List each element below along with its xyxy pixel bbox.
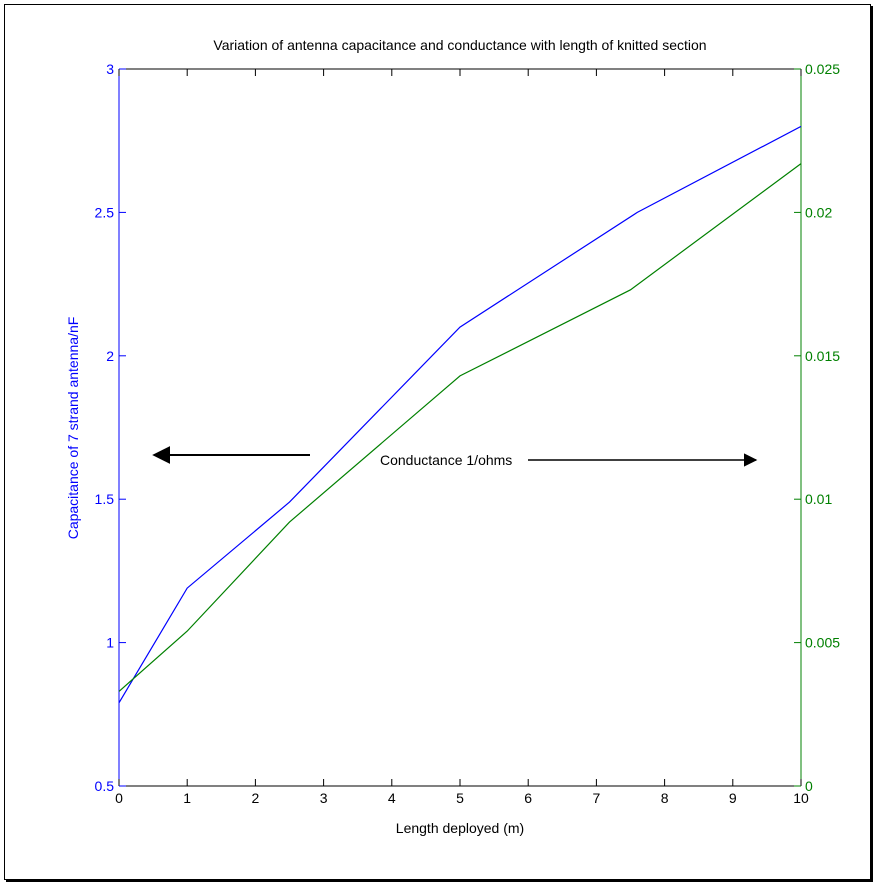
capacitance-series-line [118,125,802,704]
ticks-group: 0 1 2 3 4 5 6 7 8 9 10 0.5 1 1.5 2 2.5 3 0 0.005 0.01 0.015 0… [95,61,841,806]
y-right-tick-label: 0.005 [805,635,840,651]
y-right-tick-label: 0.02 [805,204,832,220]
x-tick-label: 10 [793,790,809,806]
x-tick-label: 6 [524,790,532,806]
y-left-tick-label: 1.5 [95,491,115,507]
conductance-series-line [118,163,802,692]
x-tick-label: 5 [456,790,464,806]
y-left-tick-label: 0.5 [95,778,115,794]
x-tick-label: 7 [593,790,601,806]
y-left-tick-label: 1 [106,635,114,651]
annotation-conductance: Conductance 1/ohms [380,452,512,468]
y-right-tick-label: 0.025 [805,61,840,77]
y-right-tick-label: 0.01 [805,491,832,507]
x-tick-label: 4 [388,790,396,806]
y-left-tick-label: 3 [106,61,114,77]
y-right-tick-label: 0.015 [805,348,840,364]
x-tick-label: 3 [320,790,328,806]
figure-frame [4,4,871,880]
y-right-tick-label: 0 [805,778,813,794]
x-tick-label: 8 [661,790,669,806]
y-axis-left-label: Capacitance of 7 strand antenna/nF [65,317,81,540]
y-left-tick-label: 2.5 [95,204,115,220]
series-group [118,125,802,704]
x-tick-label: 0 [115,790,123,806]
x-tick-label: 9 [729,790,737,806]
x-tick-label: 2 [252,790,260,806]
x-tick-label: 1 [183,790,191,806]
y-left-tick-label: 2 [106,348,114,364]
chart-title: Variation of antenna capacitance and con… [213,37,706,53]
axes-group [118,68,802,787]
x-axis-label: Length deployed (m) [396,820,524,836]
